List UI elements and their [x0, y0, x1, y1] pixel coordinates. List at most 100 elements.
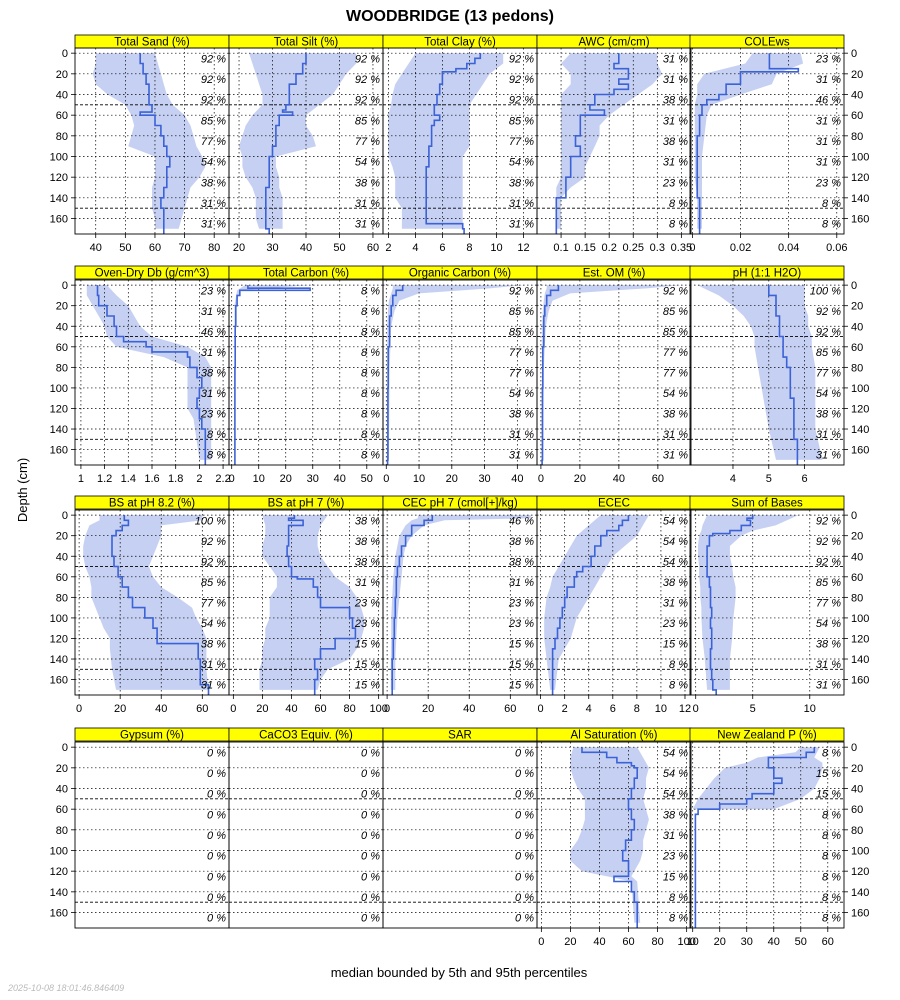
x-tick-label: 50 — [333, 242, 345, 254]
percent-label: 23 % — [354, 598, 380, 610]
x-tick-label: 4 — [412, 242, 418, 254]
percent-label: 8 % — [822, 851, 841, 863]
median-line — [555, 53, 630, 234]
percent-label: 31 % — [816, 680, 841, 692]
panel-border — [228, 279, 384, 466]
percent-label: 38 % — [509, 409, 534, 421]
y-tick-label: 120 — [851, 403, 869, 415]
median-line — [696, 53, 800, 234]
panel-border — [536, 47, 692, 235]
x-tick-label: 0.2 — [602, 242, 617, 254]
x-tick-label: 100 — [369, 703, 387, 715]
percent-label: 77 % — [663, 368, 688, 380]
percent-label: 23 % — [662, 618, 688, 630]
panel-14: Sum of Bases 92 % 92 % 92 % 85 % 77 % 54 % 38 %… — [689, 495, 869, 715]
percent-label: 31 % — [663, 830, 688, 842]
x-tick-label: 5 — [766, 473, 772, 485]
x-tick-label: 0.1 — [553, 242, 568, 254]
median-line — [768, 285, 799, 465]
y-tick-label: 40 — [851, 784, 863, 796]
percent-label: 15 % — [816, 789, 841, 801]
y-tick-label: 160 — [50, 445, 68, 457]
x-tick-label: 0 — [230, 703, 236, 715]
panel-border — [536, 741, 692, 929]
panel-strip-label: ECEC — [598, 498, 630, 510]
percent-label: 92 % — [201, 53, 226, 65]
panel-strip-label: Total Silt (%) — [274, 37, 339, 49]
percent-label: 23 % — [200, 285, 226, 297]
panel-strip-label: AWC (cm/cm) — [578, 37, 649, 49]
x-tick-label: 1.4 — [121, 473, 136, 485]
panel-12: CEC pH 7 (cmol[+]/kg) 46 % 38 % 38 % 31 % 23 … — [382, 495, 538, 715]
x-tick-label: 60 — [367, 242, 379, 254]
median-line — [391, 515, 434, 695]
x-tick-label: 20 — [422, 703, 434, 715]
percent-label: 38 % — [663, 409, 688, 421]
percent-label: 92 % — [816, 515, 841, 527]
percentile-band — [92, 53, 206, 229]
panel-border — [689, 47, 845, 235]
percent-label: 8 % — [669, 892, 688, 904]
percent-label: 15 % — [355, 659, 380, 671]
panel-0: Total Sand (%) 92 % 92 % 92 % 85 % 77 % 54 % 38… — [50, 34, 230, 254]
percent-label: 54 % — [663, 536, 688, 548]
percentile-band — [692, 747, 823, 810]
x-tick-label: 2 — [385, 242, 391, 254]
panel-strip-label: COLEws — [744, 37, 790, 49]
y-tick-label: 40 — [56, 321, 68, 333]
percent-label: 31 % — [663, 598, 688, 610]
x-tick-label: 1.2 — [97, 473, 112, 485]
x-tick-label: 10 — [253, 473, 265, 485]
x-tick-label: 40 — [511, 473, 523, 485]
percent-label: 38 % — [201, 368, 226, 380]
y-tick-label: 60 — [56, 572, 68, 584]
x-tick-label: 60 — [622, 936, 634, 948]
percent-label: 23 % — [815, 53, 841, 65]
median-line — [581, 747, 638, 928]
panel-15: Gypsum (%) 0 % 0 % 0 % 0 % 0 % 0 % 0 % 0 % 0 % 0 20… — [50, 727, 230, 929]
percent-label: 31 % — [816, 429, 841, 441]
percent-label: 38 % — [509, 556, 534, 568]
percent-label: 54 % — [663, 747, 688, 759]
percent-label: 0 % — [515, 892, 534, 904]
y-tick-label: 80 — [56, 825, 68, 837]
percent-label: 92 % — [816, 326, 841, 338]
panel-strip — [689, 495, 845, 510]
x-tick-label: 20 — [280, 473, 292, 485]
y-tick-label: 20 — [851, 531, 863, 543]
y-tick-label: 140 — [50, 654, 68, 666]
percent-label: 85 % — [201, 577, 226, 589]
x-tick-label: 6 — [802, 473, 808, 485]
y-tick-label: 0 — [851, 48, 857, 60]
percent-label: 54 % — [816, 388, 841, 400]
panel-strip-label: Total Sand (%) — [114, 37, 190, 49]
percent-label: 46 % — [816, 95, 841, 107]
percent-label: 15 % — [509, 659, 534, 671]
percent-label: 54 % — [663, 789, 688, 801]
percent-label: 38 % — [201, 639, 226, 651]
percentile-band — [570, 747, 649, 923]
panel-border — [74, 741, 230, 929]
percent-label: 31 % — [509, 577, 534, 589]
x-tick-label: 60 — [504, 703, 516, 715]
percent-label: 31 % — [509, 219, 534, 231]
percent-label: 54 % — [663, 768, 688, 780]
percent-label: 0 % — [515, 789, 534, 801]
panel-strip-label: Est. OM (%) — [583, 268, 646, 280]
y-tick-label: 100 — [50, 383, 68, 395]
percent-label: 38 % — [663, 136, 688, 148]
percent-label: 85 % — [663, 326, 688, 338]
percent-label: 8 % — [669, 219, 688, 231]
percent-label: 8 % — [361, 326, 380, 338]
panel-strip-label: BS at pH 7 (%) — [268, 498, 345, 510]
percent-label: 46 % — [201, 326, 226, 338]
y-tick-label: 20 — [56, 763, 68, 775]
percent-label: 0 % — [207, 809, 226, 821]
x-tick-label: 4 — [730, 473, 736, 485]
x-tick-label: 10 — [687, 936, 699, 948]
y-tick-label: 140 — [50, 193, 68, 205]
x-tick-label: 40 — [155, 703, 167, 715]
x-tick-label: 12 — [517, 242, 529, 254]
x-tick-label: 6 — [610, 703, 616, 715]
